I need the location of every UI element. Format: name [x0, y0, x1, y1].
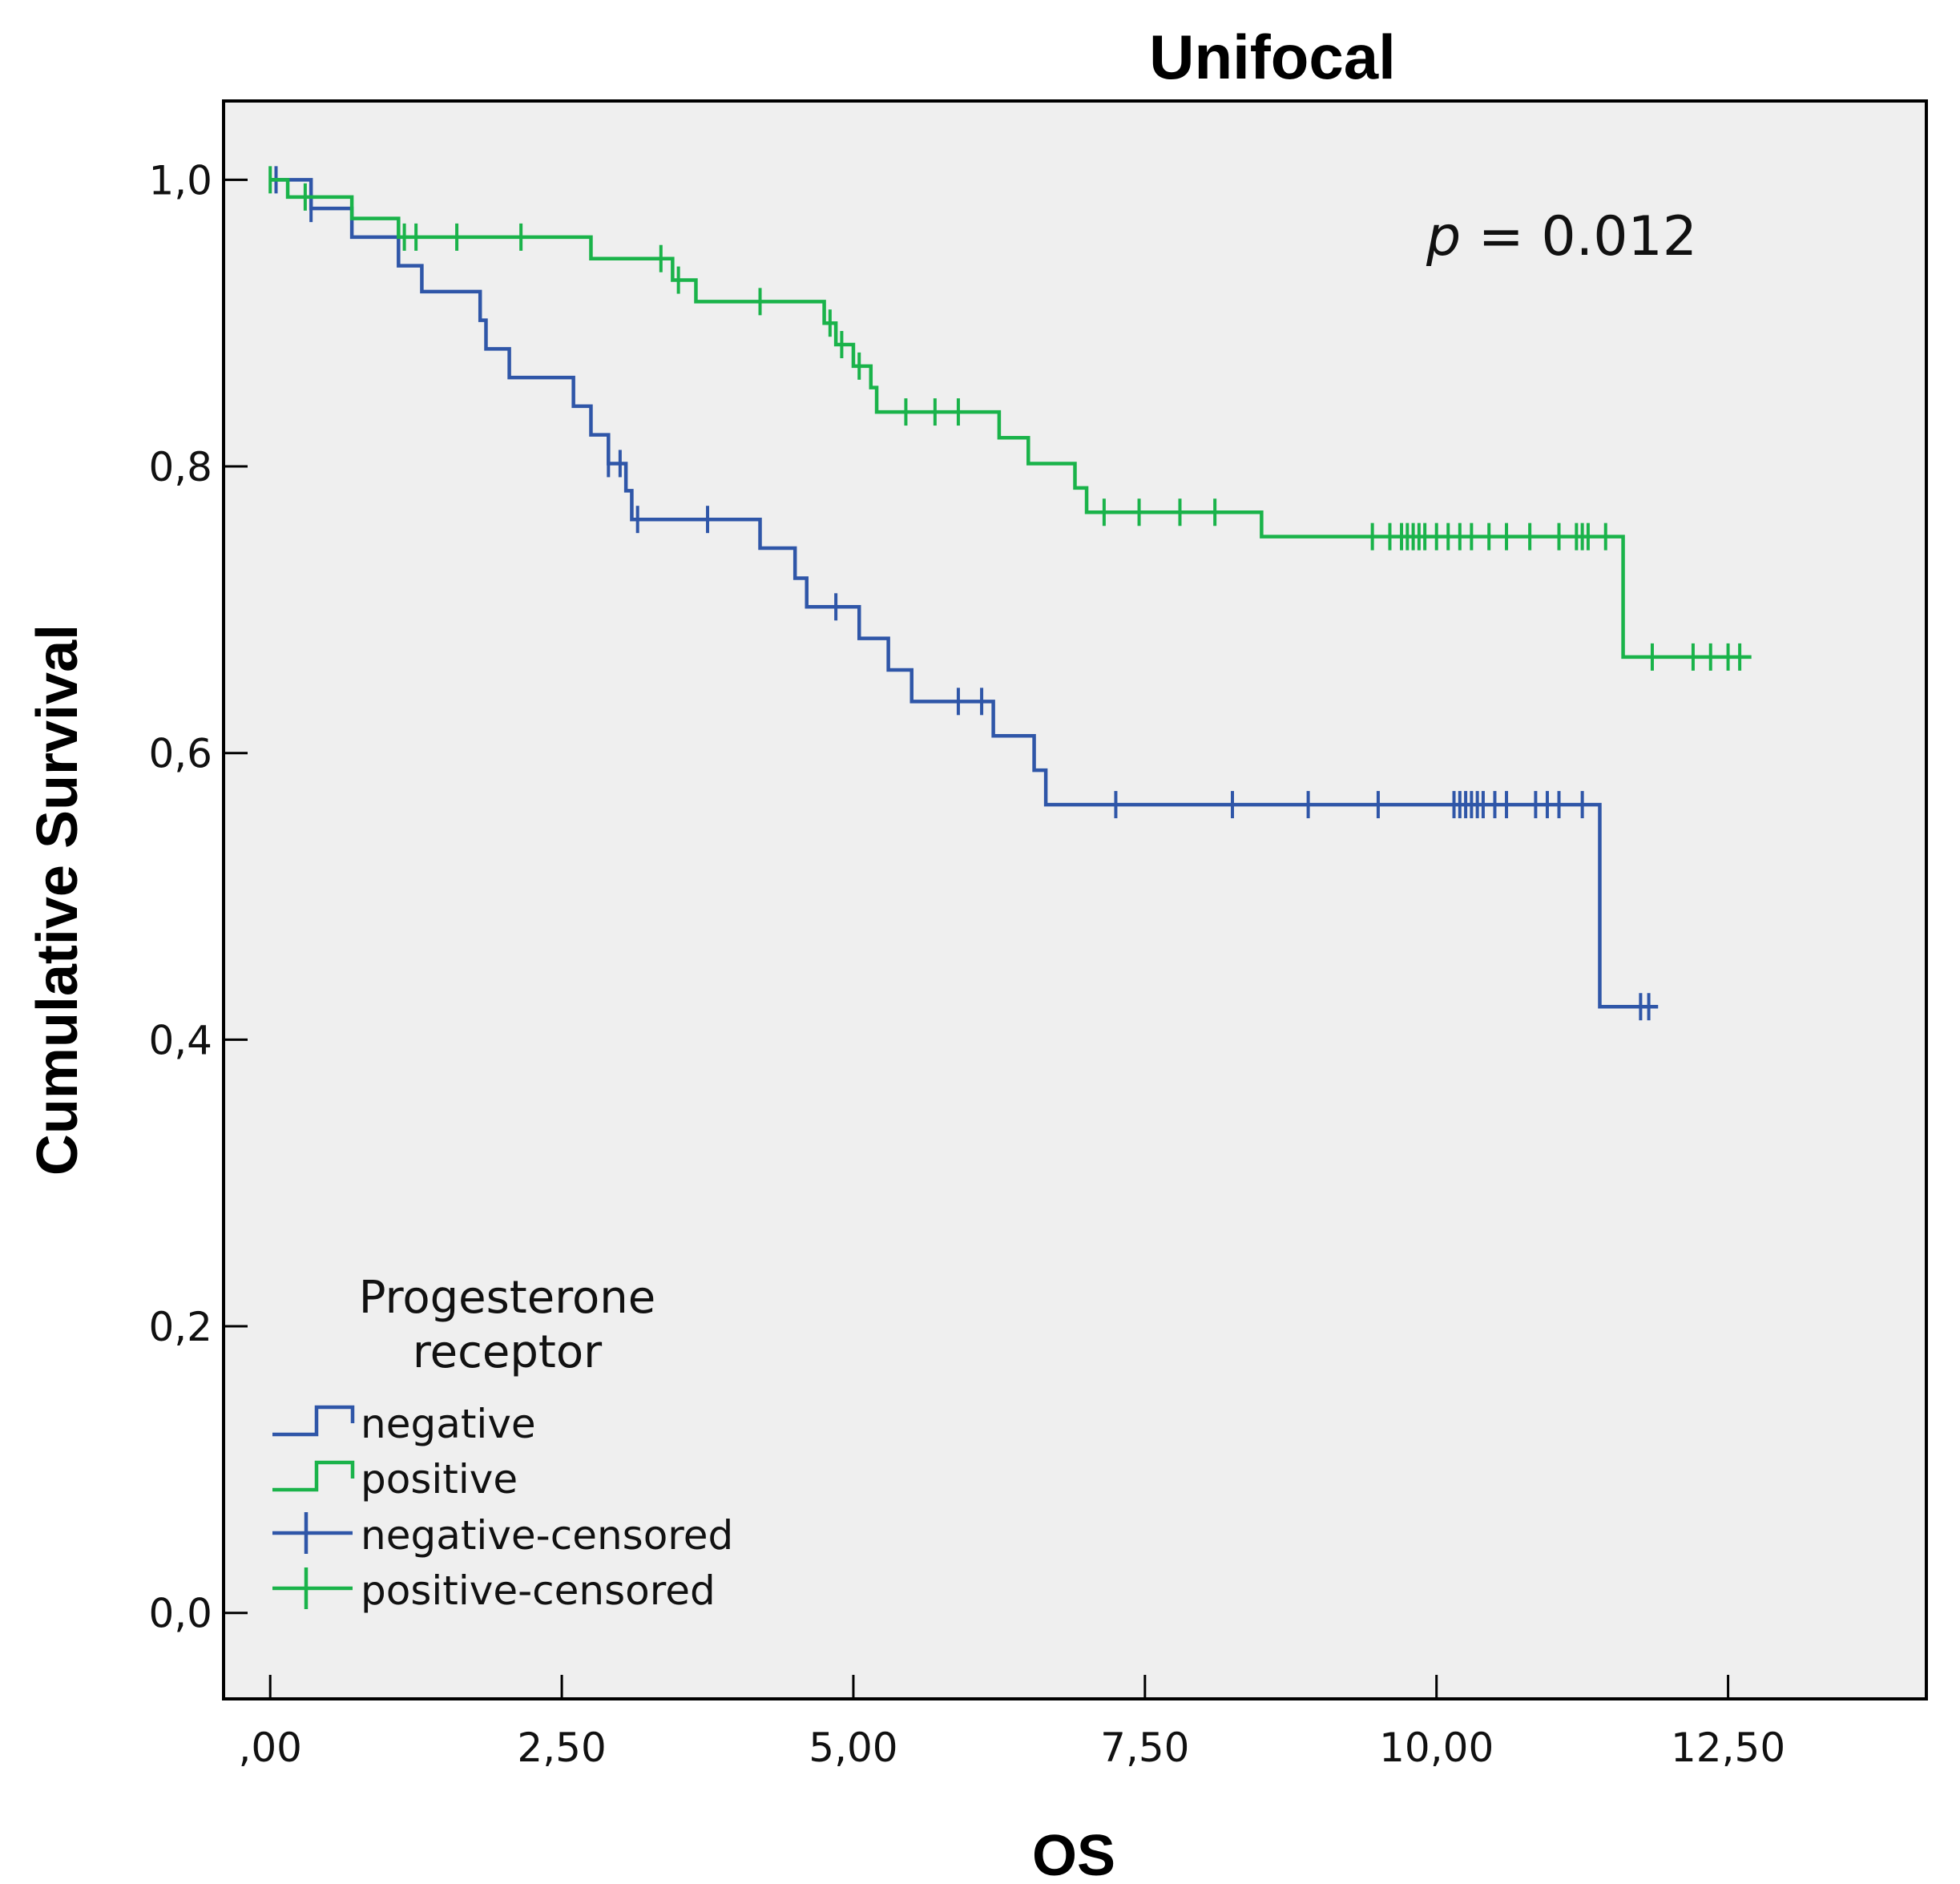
legend-label: negative-censored: [361, 1512, 733, 1559]
legend-item-positive-censored: positive-censored: [272, 1567, 716, 1614]
x-tick-label: 5,00: [809, 1725, 897, 1771]
legend-title-line1: Progesterone: [359, 1272, 655, 1324]
y-tick-label: 1,0: [148, 157, 212, 204]
x-tick-label: 2,50: [517, 1725, 606, 1771]
survival-curve-positive: [270, 178, 1752, 660]
chart-title: Unifocal: [1149, 22, 1396, 92]
y-tick-label: 0,2: [148, 1304, 212, 1350]
p-value-text: = 0.012: [1461, 205, 1697, 268]
legend-item-positive: positive: [272, 1456, 518, 1503]
x-axis-title: OS: [1032, 1824, 1115, 1884]
plot-area: [222, 99, 1928, 1700]
x-tick-label: 10,00: [1379, 1725, 1494, 1771]
legend-item-negative: negative: [272, 1401, 536, 1447]
p-value-annotation: p = 0.012: [1426, 205, 1697, 268]
x-tick-label: 7,50: [1100, 1725, 1189, 1771]
legend-item-negative-censored: negative-censored: [272, 1512, 733, 1559]
y-axis-title: Cumulative Survival: [26, 624, 90, 1176]
survival-curve-negative: [270, 178, 1659, 1009]
legend: Progesterone receptor negativepositivene…: [272, 1272, 733, 1614]
legend-title-line2: receptor: [413, 1326, 603, 1378]
x-axis: ,00 2,50 5,00 7,50 10,00 12,50: [238, 1675, 1785, 1771]
legend-swatch-step: [272, 1460, 355, 1492]
x-tick-label: ,00: [238, 1725, 302, 1771]
y-tick-label: 0,6: [148, 731, 212, 777]
legend-entries: negative positive negative-censored positiv…: [272, 1401, 733, 1614]
legend-swatch-step: [272, 1405, 355, 1437]
y-axis: 0,0 0,2 0,4 0,6 0,8 1,0: [148, 157, 248, 1637]
legend-label: negative: [361, 1401, 536, 1447]
x-tick-label: 12,50: [1671, 1725, 1785, 1771]
p-value-symbol: p: [1426, 205, 1461, 268]
y-tick-label: 0,8: [148, 444, 212, 490]
legend-label: positive: [361, 1456, 518, 1503]
legend-label: positive-censored: [361, 1567, 716, 1614]
survival-curves: [268, 166, 1752, 1021]
y-tick-label: 0,0: [148, 1591, 212, 1637]
y-tick-label: 0,4: [148, 1017, 212, 1063]
